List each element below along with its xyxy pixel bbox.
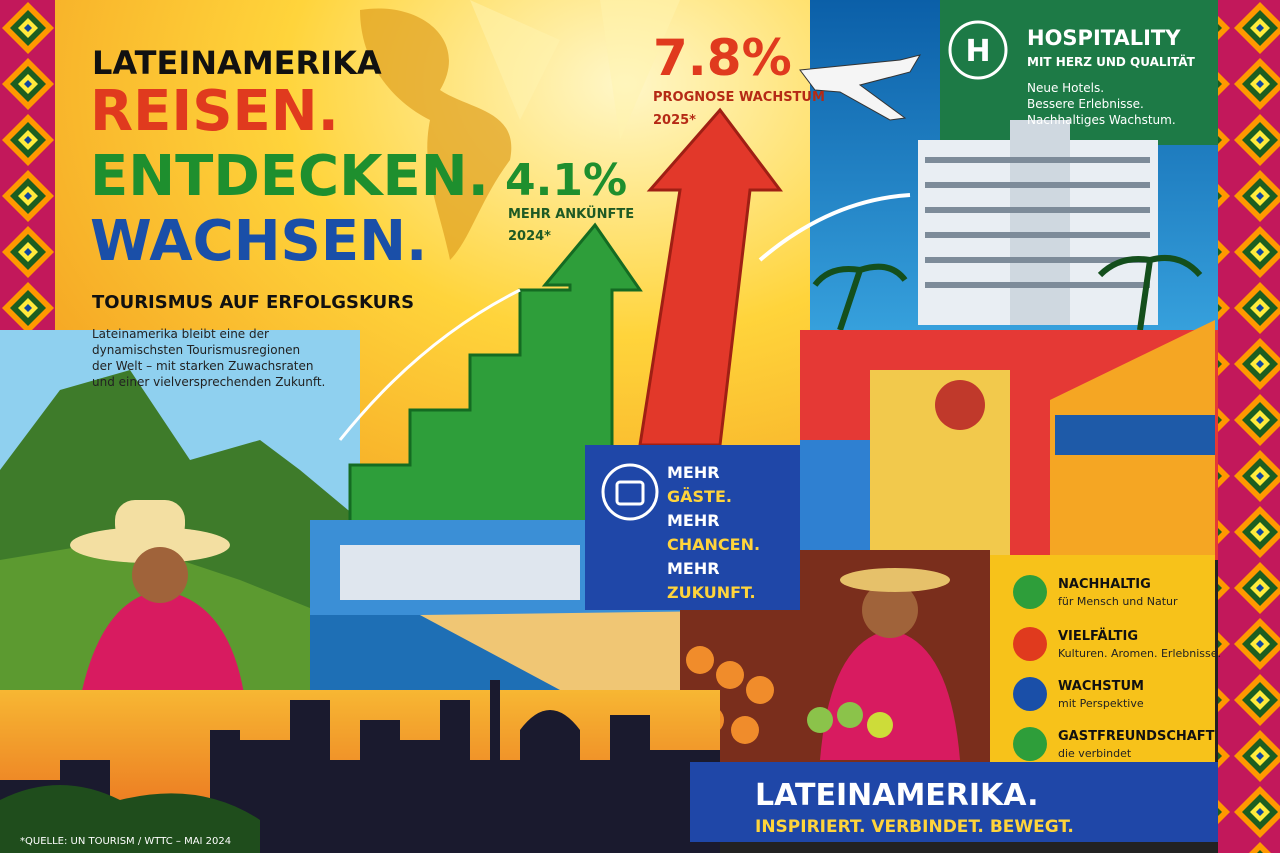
feature-text: für Mensch und Natur (1058, 595, 1178, 608)
intro-line: dynamischsten Tourismusregionen (92, 343, 300, 357)
vendor (820, 630, 960, 760)
feature-title: WACHSTUM (1058, 679, 1144, 694)
feature-text: Kulturen. Aromen. Erlebnisse. (1058, 647, 1221, 660)
feature-text: mit Perspektive (1058, 697, 1144, 710)
stat-label: PROGNOSE WACHSTUM (653, 90, 825, 105)
growth-arrows (338, 107, 783, 547)
hotel-tower (1010, 120, 1070, 325)
decoration (716, 661, 744, 689)
decoration (807, 707, 833, 733)
mehr-line: MEHR (667, 463, 720, 482)
balcony (1055, 415, 1215, 455)
dome (935, 380, 985, 430)
hospitality-icon-letter: H (965, 34, 990, 69)
green-arrow (348, 222, 643, 547)
stats: 4.1% MEHR ANKÜNFTE 2024* 7.8% PROGNOSE W… (505, 29, 825, 244)
feature-title: VIELFÄLTIG (1058, 628, 1138, 644)
vendor-hat (840, 568, 950, 592)
stat-label: MEHR ANKÜNFTE (508, 206, 634, 222)
suitcase-icon (601, 463, 659, 521)
hospitality-title: HOSPITALITY (1027, 26, 1181, 50)
features: NACHHALTIG für Mensch und Natur VIELFÄLT… (990, 555, 1221, 775)
headline: LATEINAMERIKA REISEN. ENTDECKEN. WACHSEN… (90, 44, 489, 389)
headline-line: WACHSEN. (90, 209, 427, 274)
mehr-line: ZUKUNFT. (667, 583, 756, 602)
hospitality: H HOSPITALITY MIT HERZ UND QUALITÄT Neue… (948, 20, 1196, 127)
footer-panel (690, 762, 1218, 842)
feature-text: die verbindet (1058, 747, 1132, 760)
blue-house (800, 440, 870, 560)
hotel-windows (925, 157, 1150, 288)
decoration (867, 712, 893, 738)
hotel (758, 54, 1203, 331)
feature-icon (1013, 627, 1047, 661)
kicker: LATEINAMERIKA (92, 44, 382, 82)
trend-line (338, 288, 521, 441)
mehr-line: GÄSTE. (667, 487, 732, 506)
suitcase (615, 480, 645, 506)
hospitality-line: Bessere Erlebnisse. (1027, 97, 1144, 111)
headline-line: REISEN. (90, 79, 339, 144)
red-arrow (638, 107, 783, 447)
stat-note: 2024* (508, 229, 551, 244)
subtitle: TOURISMUS AUF ERFOLGSKURS (92, 292, 414, 313)
stat-value: 4.1% (505, 155, 627, 206)
decoration (686, 646, 714, 674)
flight-path (758, 193, 911, 262)
skyline (0, 680, 720, 853)
colonial-town (800, 320, 1218, 560)
hospitality-icon (948, 20, 1008, 80)
market (680, 550, 990, 780)
source-note: *QUELLE: UN TOURISM / WTTC – MAI 2024 (20, 836, 231, 847)
decoration (731, 716, 759, 744)
mountains (0, 330, 360, 700)
mehr-box: MEHR GÄSTE. MEHR CHANCEN. MEHR ZUKUNFT. (585, 445, 800, 610)
decoration (746, 676, 774, 704)
headline-line: ENTDECKEN. (90, 144, 489, 209)
footer-title: LATEINAMERIKA. (755, 778, 1038, 813)
feature-icon (1013, 575, 1047, 609)
stat-note: 2025* (653, 113, 696, 128)
feature-title: GASTFREUNDSCHAFT (1058, 729, 1215, 744)
feature-icon (1013, 677, 1047, 711)
hospitality-line: Nachhaltiges Wachstum. (1027, 113, 1176, 127)
woman-face (132, 547, 188, 603)
right-pattern (1218, 0, 1280, 853)
intro-line: und einer vielversprechenden Zukunft. (92, 375, 325, 389)
mehr-line: MEHR (667, 559, 720, 578)
stat-value: 7.8% (653, 29, 792, 87)
vendor-face (862, 582, 918, 638)
intro-line: der Welt – mit starken Zuwachsraten (92, 359, 314, 373)
beach-city (340, 545, 580, 600)
rays (470, 0, 680, 140)
footer-tagline: INSPIRIERT. VERBINDET. BEWEGT. (755, 817, 1074, 837)
mehr-panel (585, 445, 800, 610)
map-americas (360, 8, 512, 261)
intro-line: Lateinamerika bleibt eine der (92, 327, 269, 341)
plane (799, 54, 922, 121)
mehr-line: CHANCEN. (667, 535, 760, 554)
footer: LATEINAMERIKA. INSPIRIERT. VERBINDET. BE… (20, 762, 1218, 847)
mehr-line: MEHR (667, 511, 720, 530)
left-pattern (0, 0, 55, 330)
hospitality-subtitle: MIT HERZ UND QUALITÄT (1027, 54, 1196, 69)
hill (0, 785, 260, 853)
feature-title: NACHHALTIG (1058, 577, 1151, 592)
decoration (837, 702, 863, 728)
woman-shawl (80, 590, 245, 700)
hat-crown (115, 500, 185, 545)
palms (812, 254, 1203, 331)
hospitality-line: Neue Hotels. (1027, 81, 1104, 95)
feature-icon (1013, 727, 1047, 761)
